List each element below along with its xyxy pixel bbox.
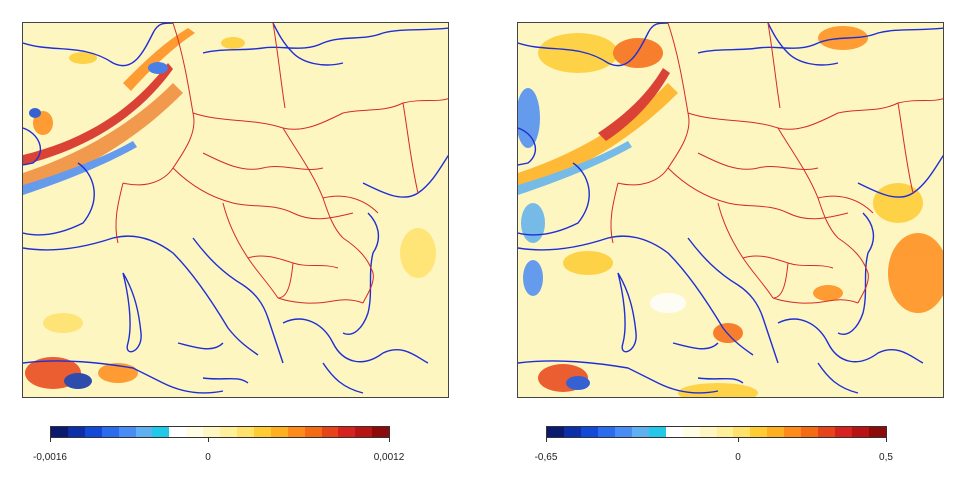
colorbar-right-segment-8 [682,427,700,437]
colorbar-left-segment-15 [304,427,322,437]
colorbar-left-segment-0 [51,427,68,437]
coastlines [518,23,943,394]
colorbar-right-segment-15 [801,427,819,437]
colorbar-right-segment-14 [784,427,802,437]
colorbar-left-tick-max [389,438,390,442]
colorbar-right-label-zero: 0 [735,452,741,463]
colorbar-right-segment-17 [835,427,853,437]
colorbar-right-segment-9 [699,427,717,437]
colorbar-right-label-min: -0,65 [534,452,558,463]
colorbar-right-segment-5 [631,427,649,437]
colorbar-right-segment-3 [597,427,615,437]
anomaly-field [23,28,436,389]
colorbar-left-segment-16 [321,427,339,437]
colorbar-left-segment-7 [169,427,187,437]
colorbar-right [546,426,887,438]
colorbar-right-tick-min [546,438,547,442]
colorbar-left-segment-13 [270,427,288,437]
colorbar-left-segment-1 [67,427,85,437]
colorbar-left-label-max: 0,0012 [373,452,405,463]
colorbar-right-segment-19 [869,427,887,437]
colorbar-right-segment-13 [767,427,785,437]
colorbar-right-segment-10 [716,427,734,437]
colorbar-left-segment-11 [236,427,254,437]
colorbar-right-segment-2 [580,427,598,437]
colorbar-right-segment-16 [818,427,836,437]
colorbar-left [50,426,390,438]
colorbar-left-tick-zero [208,438,209,442]
colorbar-right-segment-4 [614,427,632,437]
colorbar-left-segment-14 [287,427,305,437]
colorbar-right-segment-6 [648,427,666,437]
map-left-svg [23,23,448,397]
colorbar-right-tick-max [886,438,887,442]
colorbar-right-segment-0 [547,427,564,437]
colorbar-left-segment-18 [355,427,373,437]
colorbar-right-tick-zero [738,438,739,442]
colorbar-left-segment-19 [372,427,390,437]
colorbar-left-segment-3 [101,427,119,437]
colorbar-left-segment-6 [152,427,170,437]
map-panel-right [517,22,944,398]
colorbar-left-segment-4 [118,427,136,437]
colorbar-left-segment-5 [135,427,153,437]
colorbar-right-segment-1 [563,427,581,437]
colorbar-left-label-min: -0,0016 [33,452,67,463]
coastlines [23,23,448,394]
colorbar-left-segment-10 [220,427,237,437]
colorbar-right-segment-11 [733,427,751,437]
map-right-svg [518,23,943,397]
colorbar-left-segment-12 [253,427,271,437]
colorbar-right-segment-18 [852,427,870,437]
colorbar-left-segment-8 [186,427,204,437]
colorbar-left-segment-2 [84,427,102,437]
colorbar-right-segment-7 [665,427,683,437]
colorbar-right-label-max: 0,5 [879,452,893,463]
colorbar-left-label-zero: 0 [205,452,211,463]
colorbar-right-segment-12 [750,427,768,437]
country-borders [115,23,448,304]
map-panel-left [22,22,449,398]
colorbar-left-segment-9 [203,427,221,437]
colorbar-left-tick-min [50,438,51,442]
country-borders [610,23,943,304]
field-background [23,23,448,397]
colorbar-left-segment-17 [338,427,356,437]
